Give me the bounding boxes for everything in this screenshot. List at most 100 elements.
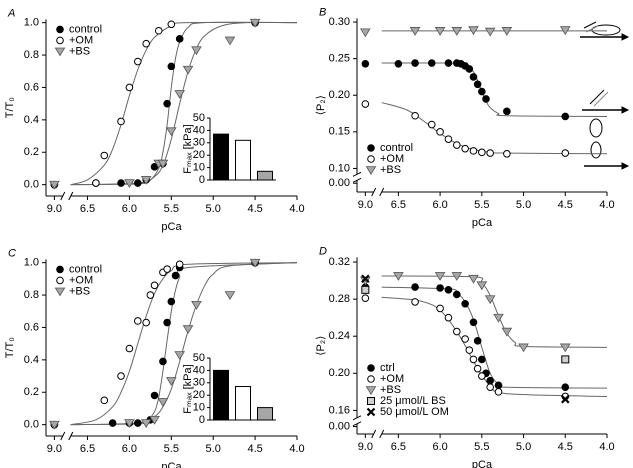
legend-marker	[54, 47, 66, 57]
point	[452, 327, 461, 336]
point	[503, 107, 511, 116]
point	[166, 127, 177, 137]
point	[444, 59, 453, 67]
point	[493, 313, 504, 323]
point	[249, 18, 261, 28]
icon-line	[589, 89, 605, 105]
point	[478, 87, 486, 96]
axis-break	[371, 187, 377, 197]
point	[561, 383, 570, 392]
point	[159, 357, 167, 366]
y-tick-label: 1.0	[24, 17, 39, 29]
point	[150, 281, 159, 290]
legend-label: control	[69, 263, 102, 275]
legend-label: control	[380, 142, 413, 154]
point	[361, 285, 370, 294]
point	[501, 27, 513, 36]
point	[427, 120, 436, 129]
point	[393, 272, 404, 281]
point	[482, 95, 490, 103]
bar	[213, 369, 229, 421]
legend-label: 50 μmol/L OM	[380, 406, 449, 418]
x-axis-label: pCa	[161, 461, 182, 468]
x-tick-label: 5.5	[474, 199, 489, 211]
x-tick-label: 5.5	[164, 203, 179, 215]
axis-break	[352, 421, 362, 427]
icon-head	[591, 24, 621, 36]
axis-break	[68, 191, 74, 201]
icon-line	[583, 21, 597, 29]
point	[444, 286, 453, 294]
x-tick-label: 9.0	[47, 443, 62, 455]
legend-label: +BS	[69, 45, 90, 57]
axis-break	[352, 171, 362, 177]
point	[436, 304, 444, 313]
x-tick-label: 5.0	[206, 443, 221, 455]
legend-label: +OM	[69, 34, 93, 46]
y-tick-label: 0.6	[24, 81, 39, 93]
point	[360, 28, 371, 38]
point	[154, 26, 163, 35]
point	[469, 355, 478, 364]
legend-marker	[366, 407, 376, 417]
point	[444, 135, 453, 143]
point	[473, 337, 482, 345]
y-tick-label: 0.32	[329, 256, 350, 268]
point	[468, 274, 479, 284]
legend-marker	[365, 166, 377, 175]
inset-y-axis-label: Fₘₐₓ [kPa]	[182, 124, 194, 173]
point	[461, 299, 469, 308]
point	[461, 335, 469, 343]
point	[451, 272, 463, 281]
x-tick-label: 5.0	[516, 441, 531, 453]
y-axis-label: ⟨P₂⟩	[315, 95, 327, 115]
point	[411, 59, 419, 67]
point	[503, 149, 511, 158]
point	[92, 179, 100, 187]
legend-label: +BS	[69, 285, 90, 297]
legend-marker	[367, 375, 375, 383]
axis-break	[60, 431, 66, 441]
point	[150, 391, 159, 400]
y-tick-label: 0.10	[329, 162, 350, 174]
point	[559, 343, 571, 353]
point	[486, 383, 494, 392]
y-tick-label: 0.00	[329, 420, 350, 432]
legend-label: +BS	[380, 164, 401, 176]
point	[452, 290, 461, 299]
axis-break	[379, 187, 385, 197]
point	[486, 376, 494, 385]
point	[174, 351, 185, 360]
legend-marker	[54, 287, 66, 297]
point	[561, 149, 570, 157]
point	[249, 258, 261, 268]
point	[436, 284, 444, 292]
point	[163, 318, 171, 327]
x-tick-label: 4.5	[247, 443, 262, 455]
myosin-icons	[580, 21, 630, 170]
x-tick-label: 9.0	[358, 441, 373, 453]
inset-y-tick-label: 0	[199, 414, 205, 426]
point	[561, 112, 570, 121]
point	[108, 419, 117, 427]
axis-break	[60, 191, 66, 201]
inset-y-axis-label: Fₘₐₓ [kPa]	[182, 364, 194, 413]
x-tick-label: 9.0	[47, 203, 62, 215]
point	[124, 419, 135, 429]
legend-label: +BS	[380, 384, 401, 396]
y-tick-label: 0.4	[24, 114, 39, 126]
axis-break	[68, 431, 74, 441]
y-tick-label: 0.20	[329, 89, 350, 101]
panel: B 9.0 6.5 6.0 5.5 5.0 4.5 4.0 0.00 0.10 0.15 0.20 0.…	[315, 6, 615, 229]
point	[167, 62, 176, 71]
point	[146, 291, 155, 299]
inset-y-tick-label: 10	[193, 162, 205, 174]
point	[434, 27, 446, 36]
x-tick-label: 6.5	[391, 441, 406, 453]
point	[478, 148, 486, 157]
y-tick-label: 0.00	[329, 177, 350, 189]
x-axis-label: pCa	[472, 217, 493, 229]
point	[133, 179, 142, 187]
point	[117, 372, 125, 380]
legend-marker	[365, 386, 377, 395]
